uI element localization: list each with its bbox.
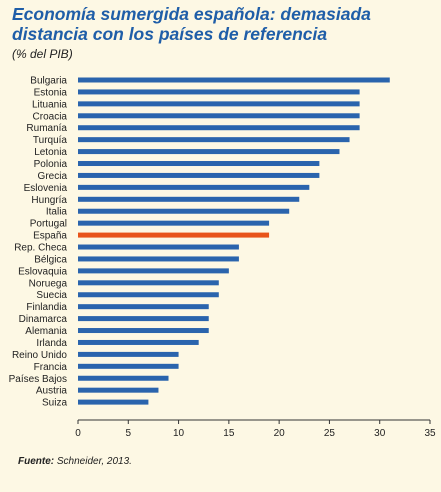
category-label: Países Bajos xyxy=(9,374,67,385)
x-tick-label: 0 xyxy=(75,428,81,439)
x-tick-label: 5 xyxy=(126,428,132,439)
bar xyxy=(78,77,390,83)
bar xyxy=(78,220,270,226)
category-label: Turquía xyxy=(33,135,68,146)
x-tick-label: 20 xyxy=(274,428,286,439)
category-label: Letonia xyxy=(34,147,67,158)
category-label: España xyxy=(33,231,67,242)
bar xyxy=(78,316,209,322)
bar-chart: BulgariaEstoniaLituaniaCroaciaRumaníaTur… xyxy=(9,76,436,440)
category-label: Irlanda xyxy=(36,338,67,349)
bar xyxy=(78,101,360,107)
category-label: Eslovaquia xyxy=(18,266,67,277)
category-label: Rumanía xyxy=(26,123,67,134)
bar xyxy=(78,256,239,262)
source-text: Schneider, 2013. xyxy=(56,456,132,467)
category-label: Francia xyxy=(34,362,68,373)
category-label: Grecia xyxy=(38,171,68,182)
category-label: Dinamarca xyxy=(19,314,68,325)
category-label: Portugal xyxy=(30,219,67,230)
bar xyxy=(78,125,360,131)
category-label: Italia xyxy=(46,207,68,218)
bar xyxy=(78,149,340,155)
bar xyxy=(78,196,300,202)
category-label: Croacia xyxy=(33,111,68,122)
bar xyxy=(78,363,179,369)
source-label: Fuente: xyxy=(18,456,55,467)
bar xyxy=(78,244,239,250)
bar xyxy=(78,161,320,167)
bar xyxy=(78,399,149,405)
bar xyxy=(78,137,350,143)
bar xyxy=(78,172,320,178)
bar xyxy=(78,375,169,381)
chart-subtitle: (% del PIB) xyxy=(12,47,73,61)
category-label: Rep. Checa xyxy=(14,243,67,254)
category-label: Hungría xyxy=(31,195,67,206)
x-tick-label: 15 xyxy=(223,428,235,439)
category-label: Bélgica xyxy=(34,254,67,265)
bar xyxy=(78,292,219,298)
bar xyxy=(78,339,199,345)
bar xyxy=(78,328,209,334)
bar xyxy=(78,89,360,95)
x-tick-label: 30 xyxy=(374,428,386,439)
bar xyxy=(78,387,159,393)
category-label: Bulgaria xyxy=(30,76,67,87)
bar xyxy=(78,280,219,286)
category-label: Lituania xyxy=(32,99,67,110)
chart-title: Economía sumergida española: demasiada d… xyxy=(12,4,371,44)
bar xyxy=(78,113,360,119)
bar-highlight xyxy=(78,232,270,238)
category-label: Reino Unido xyxy=(12,350,67,361)
category-label: Austria xyxy=(36,386,68,397)
bar xyxy=(78,208,290,214)
category-label: Suiza xyxy=(42,398,67,409)
bar xyxy=(78,351,179,357)
category-label: Noruega xyxy=(29,278,68,289)
bar xyxy=(78,184,310,190)
category-label: Alemania xyxy=(25,326,67,337)
x-tick-label: 10 xyxy=(173,428,185,439)
category-label: Estonia xyxy=(34,87,68,98)
source-note: Fuente: Schneider, 2013. xyxy=(18,456,132,467)
bar xyxy=(78,304,209,310)
category-label: Polonia xyxy=(34,159,68,170)
category-label: Suecia xyxy=(36,290,67,301)
category-label: Finlandia xyxy=(26,302,67,313)
x-tick-label: 35 xyxy=(424,428,436,439)
bar xyxy=(78,268,229,274)
category-label: Eslovenia xyxy=(24,183,68,194)
x-tick-label: 25 xyxy=(324,428,336,439)
